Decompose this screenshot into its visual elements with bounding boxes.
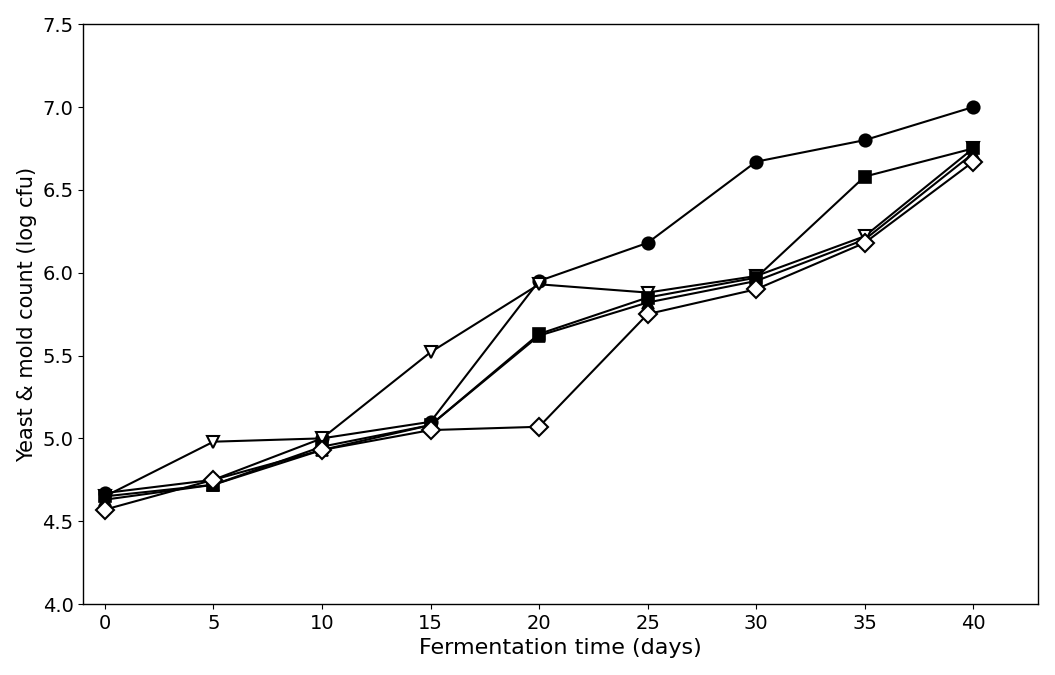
Y-axis label: Yeast & mold count (log cfu): Yeast & mold count (log cfu) xyxy=(17,167,37,462)
X-axis label: Fermentation time (days): Fermentation time (days) xyxy=(420,639,703,658)
